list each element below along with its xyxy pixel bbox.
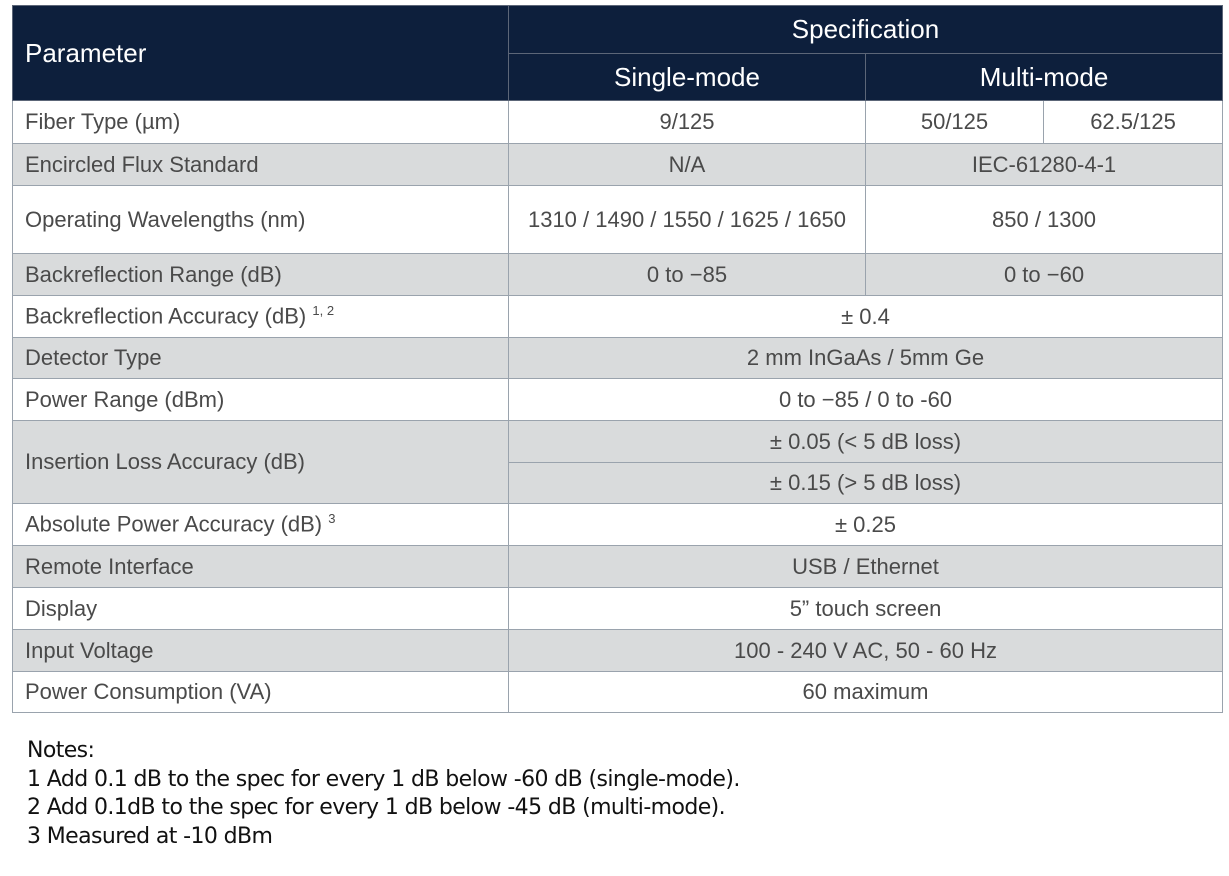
footnote-ref: 3 (328, 511, 336, 527)
cell-mm: IEC-61280-4-1 (864, 143, 1224, 186)
row-detector: Detector Type 2 mm InGaAs / 5mm Ge (12, 337, 1224, 379)
row-label: Operating Wavelengths (nm) (12, 185, 509, 254)
row-label: Absolute Power Accuracy (dB) 3 (12, 503, 509, 546)
row-br-accuracy: Backreflection Accuracy (dB) 1, 2 ± 0.4 (12, 295, 1224, 338)
cell-mm: 0 to −60 (864, 253, 1224, 296)
row-label: Encircled Flux Standard (12, 143, 509, 186)
row-label: Power Range (dBm) (12, 378, 509, 421)
cell-value: ± 0.05 (< 5 dB loss) (507, 420, 1224, 463)
cell-value: ± 0.25 (507, 503, 1224, 546)
label-text: Absolute Power Accuracy (dB) (25, 511, 323, 537)
cell-mm-62: 62.5/125 (1042, 100, 1224, 144)
header-multi-mode: Multi-mode (864, 53, 1224, 101)
footnote-ref: 1, 2 (312, 303, 335, 319)
notes-title: Notes: (27, 738, 95, 763)
cell-value: 0 to −85 / 0 to -60 (507, 378, 1224, 421)
row-label: Remote Interface (12, 545, 509, 588)
row-insertion-loss-2: ± 0.15 (> 5 dB loss) (13, 462, 1224, 504)
row-wavelengths: Operating Wavelengths (nm) 1310 / 1490 / … (12, 185, 1224, 254)
spec-table: Parameter Specification Single-mode Multi-… (12, 5, 1224, 713)
row-label: Fiber Type (µm) (12, 100, 509, 144)
row-label: Display (12, 587, 509, 630)
cell-value: ± 0.15 (> 5 dB loss) (507, 462, 1224, 504)
cell-value: 2 mm InGaAs / 5mm Ge (507, 337, 1224, 379)
row-encircled-flux: Encircled Flux Standard N/A IEC-61280-4-1 (12, 143, 1224, 186)
row-br-range: Backreflection Range (dB) 0 to −85 0 to −6… (12, 253, 1224, 296)
header-single-mode: Single-mode (508, 53, 866, 101)
cell-value: 100 - 240 V AC, 50 - 60 Hz (507, 629, 1224, 672)
row-power-range: Power Range (dBm) 0 to −85 / 0 to -60 (12, 378, 1224, 421)
label-text: Backreflection Accuracy (dB) (25, 303, 307, 329)
cell-sm: 0 to −85 (508, 253, 866, 296)
note-item: 3 Measured at -10 dBm (27, 823, 273, 849)
row-label: Backreflection Accuracy (dB) 1, 2 (12, 295, 509, 338)
cell-sm: N/A (508, 143, 866, 186)
cell-mm: 850 / 1300 (864, 185, 1224, 254)
row-input-voltage: Input Voltage 100 - 240 V AC, 50 - 60 Hz (12, 629, 1224, 672)
header-specification: Specification (507, 5, 1224, 54)
cell-value: ± 0.4 (507, 295, 1224, 338)
row-label: Detector Type (12, 337, 509, 379)
notes: Notes: 1 Add 0.1 dB to the spec for ever… (27, 737, 740, 851)
row-insertion-loss: Insertion Loss Accuracy (dB) ± 0.05 (< 5 … (12, 420, 1224, 504)
row-label: Insertion Loss Accuracy (dB) (12, 420, 509, 504)
cell-sm: 1310 / 1490 / 1550 / 1625 / 1650 (508, 185, 866, 254)
cell-sm: 9/125 (508, 100, 866, 144)
cell-value: 60 maximum (507, 671, 1224, 713)
row-label: Input Voltage (12, 629, 509, 672)
note-item: 2 Add 0.1dB to the spec for every 1 dB b… (27, 795, 726, 820)
row-display: Display 5” touch screen (12, 587, 1224, 630)
cell-mm-50: 50/125 (865, 100, 1044, 144)
row-power-consumption: Power Consumption (VA) 60 maximum (12, 671, 1224, 713)
row-remote: Remote Interface USB / Ethernet (12, 545, 1224, 588)
note-item: 1 Add 0.1 dB to the spec for every 1 dB … (27, 766, 740, 792)
row-label: Backreflection Range (dB) (12, 253, 509, 296)
header-parameter: Parameter (12, 5, 509, 101)
row-absolute-power: Absolute Power Accuracy (dB) 3 ± 0.25 (12, 503, 1224, 546)
cell-value: USB / Ethernet (507, 545, 1224, 588)
row-label: Power Consumption (VA) (12, 671, 509, 713)
row-fiber-type: Fiber Type (µm) 9/125 50/125 62.5/125 (12, 100, 1224, 144)
cell-value: 5” touch screen (507, 587, 1224, 630)
